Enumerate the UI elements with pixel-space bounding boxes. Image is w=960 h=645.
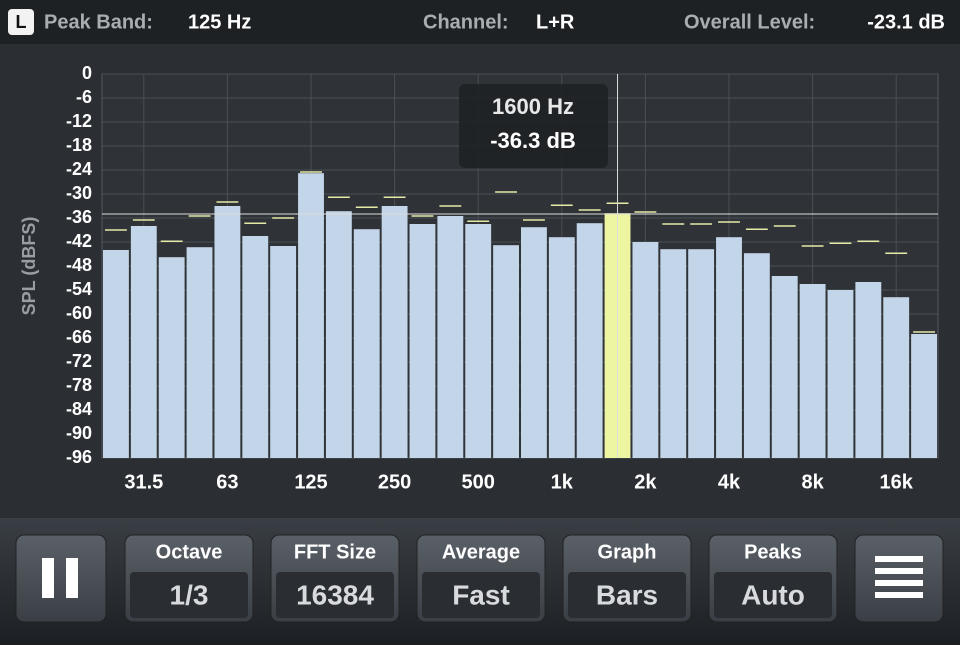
cursor-level: -36.3 dB [490, 128, 576, 153]
cursor-tooltip [459, 84, 608, 168]
header-bar [0, 0, 960, 44]
menu-button[interactable] [854, 534, 944, 623]
bar [855, 282, 882, 458]
y-tick-label: -48 [66, 255, 92, 275]
bar [214, 206, 241, 458]
bar [883, 297, 910, 458]
button-value: 1/3 [170, 579, 209, 610]
y-tick-label: -66 [66, 327, 92, 347]
y-tick-label: -84 [66, 399, 92, 419]
bar [103, 250, 129, 458]
y-tick-label: -78 [66, 375, 92, 395]
channel-label: Channel: [423, 11, 509, 33]
bar [660, 249, 687, 458]
bar [521, 227, 547, 458]
bar [325, 211, 352, 458]
bar [576, 223, 603, 458]
channel-badge: L [16, 12, 27, 32]
peak-band-value: 125 Hz [188, 11, 251, 33]
y-tick-label: -90 [66, 423, 92, 443]
button-value: Bars [596, 579, 658, 610]
bar [799, 284, 826, 458]
button-label: Graph [598, 541, 657, 563]
badge [8, 9, 34, 35]
x-tick-label: 250 [378, 471, 411, 493]
y-tick-label: -96 [66, 447, 92, 467]
button-value-box [568, 572, 686, 618]
button-label: FFT Size [294, 541, 376, 563]
cursor-frequency: 1600 Hz [492, 94, 574, 119]
x-tick-label: 8k [801, 471, 824, 493]
overall-value: -23.1 dB [867, 11, 945, 33]
channel-value: L+R [536, 11, 575, 33]
button-label: Average [442, 541, 520, 563]
y-tick-label: -30 [66, 183, 92, 203]
bar [353, 229, 380, 458]
button-value: Fast [452, 579, 510, 610]
x-tick-label: 16k [880, 471, 914, 493]
x-tick-label: 2k [634, 471, 657, 493]
bar [158, 257, 185, 458]
bar [743, 253, 770, 458]
x-tick-label: 500 [462, 471, 495, 493]
y-axis-label: SPL (dBFS) [19, 217, 39, 316]
bar [298, 173, 324, 458]
pause-button[interactable] [15, 534, 107, 623]
y-tick-label: -60 [66, 303, 92, 323]
bar [409, 224, 436, 458]
peak-band-label: Peak Band: [44, 11, 153, 33]
bar [270, 246, 297, 458]
pause-icon [42, 558, 54, 598]
y-tick-label: -54 [66, 279, 92, 299]
y-tick-label: -12 [66, 111, 92, 131]
y-tick-label: -36 [66, 207, 92, 227]
button-value: Auto [741, 579, 805, 610]
bar [465, 224, 492, 458]
bar [827, 290, 854, 458]
button-label: Peaks [744, 541, 802, 563]
bar [130, 226, 157, 458]
button-label: Octave [156, 541, 223, 563]
y-tick-label: 0 [82, 63, 92, 83]
bar [632, 242, 659, 458]
bar [688, 249, 715, 458]
bar [911, 334, 937, 458]
button-value-box [714, 572, 832, 618]
button-value-box [130, 572, 248, 618]
bar [493, 245, 519, 458]
bar [186, 247, 213, 458]
bar [437, 216, 464, 458]
y-tick-label: -6 [76, 87, 92, 107]
bar [548, 237, 575, 458]
y-tick-label: -72 [66, 351, 92, 371]
bar [381, 206, 408, 458]
y-tick-label: -24 [66, 159, 92, 179]
pause-icon [66, 558, 78, 598]
x-tick-label: 31.5 [124, 471, 163, 493]
x-tick-label: 125 [294, 471, 327, 493]
overall-label: Overall Level: [684, 11, 815, 33]
button-value-box [422, 572, 540, 618]
y-tick-label: -18 [66, 135, 92, 155]
menu-icon [875, 556, 923, 598]
button-value: 16384 [296, 579, 374, 610]
x-tick-label: 1k [551, 471, 574, 493]
bar [771, 276, 798, 458]
y-tick-label: -42 [66, 231, 92, 251]
bar [242, 236, 269, 458]
x-tick-label: 4k [718, 471, 741, 493]
x-tick-label: 63 [216, 471, 238, 493]
button-value-box [276, 572, 394, 618]
bar [716, 237, 742, 458]
